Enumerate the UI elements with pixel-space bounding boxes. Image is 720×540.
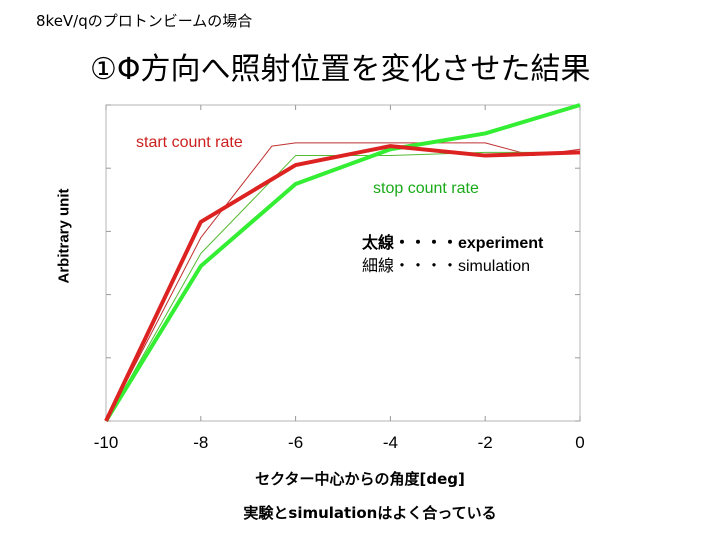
x-tick-label: 0 (575, 433, 584, 452)
series-label-start: start count rate (136, 134, 243, 151)
series-layer (104, 103, 581, 423)
x-tick-label: -4 (383, 433, 398, 452)
legend-thick-line: 太線・・・・experiment (362, 235, 544, 252)
start-count-rate-experiment-line (104, 144, 581, 422)
series-label-stop: stop count rate (373, 180, 479, 197)
x-tick-label: -2 (478, 433, 493, 452)
y-axis-label: Arbitrary unit (55, 188, 73, 284)
start-count-rate-simulation-line (105, 142, 581, 422)
plot-frame (105, 104, 581, 422)
corner-title: 8keV/qのプロトンビームの場合 (36, 12, 253, 30)
y-ticks (106, 104, 580, 422)
page-title: ①Φ方向へ照射位置を変化させた結果 (90, 52, 591, 87)
footer-note: 実験とsimulationはよく合っている (243, 504, 497, 522)
stop-count-rate-simulation-line (105, 151, 580, 422)
legend-thin-line: 細線・・・・simulation (362, 258, 531, 275)
x-tick-label: -8 (193, 433, 208, 452)
x-ticks: -10 -8 -6 -4 -2 0 (94, 105, 585, 452)
legend: 太線・・・・experiment 細線・・・・simulation (362, 232, 543, 278)
x-tick-label: -10 (94, 433, 119, 452)
stop-count-rate-experiment-line (104, 103, 581, 423)
x-axis-label: セクター中心からの角度[deg] (255, 470, 465, 488)
x-tick-label: -6 (288, 433, 303, 452)
